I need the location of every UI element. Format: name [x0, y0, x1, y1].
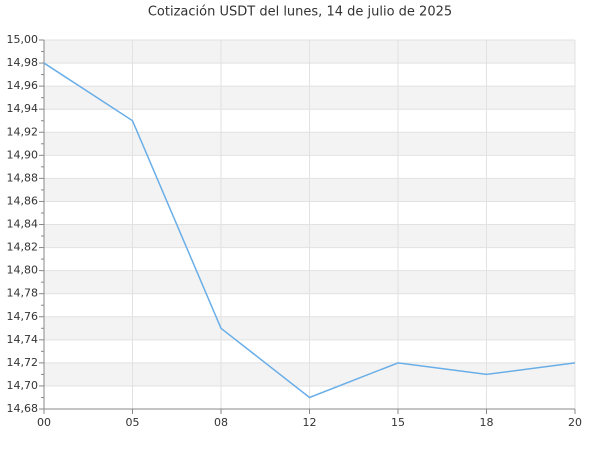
y-tick-label: 14,78: [7, 287, 39, 300]
line: [43, 62, 576, 399]
y-tick-label: 14,90: [7, 148, 39, 161]
y-tick-label: 15,00: [7, 33, 39, 46]
y-tick-label: 14,74: [7, 333, 39, 346]
y-tick-label: 14,94: [7, 102, 39, 115]
y-tick-label: 14,88: [7, 171, 39, 184]
y-tick-label: 14,80: [7, 264, 39, 277]
x-tick-label: 05: [126, 416, 140, 429]
y-tick-label: 14,82: [7, 241, 39, 254]
y-tick-label: 14,92: [7, 125, 39, 138]
x-tick-label: 15: [391, 416, 405, 429]
y-tick-label: 14,68: [7, 402, 39, 415]
y-tick-label: 14,72: [7, 356, 39, 369]
x-tick-label: 20: [568, 416, 582, 429]
x-tick-label: 00: [37, 416, 51, 429]
y-tick-label: 14,98: [7, 56, 39, 69]
x-tick-label: 18: [480, 416, 494, 429]
y-tick-label: 14,76: [7, 310, 39, 323]
y-tick-label: 14,70: [7, 379, 39, 392]
y-tick-label: 14,84: [7, 218, 39, 231]
chart-title: Cotización USDT del lunes, 14 de julio d…: [148, 5, 452, 20]
x-tick-label: 12: [303, 416, 317, 429]
x-tick-label: 08: [214, 416, 228, 429]
y-tick-label: 14,86: [7, 194, 39, 207]
y-tick-label: 14,96: [7, 79, 39, 92]
